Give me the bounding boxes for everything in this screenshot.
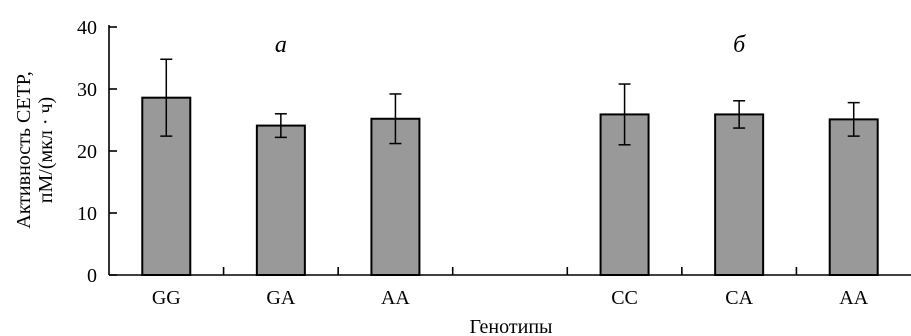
plot-area: 0 10 20 30 40 а GG GA AA б CC CA AA (77, 17, 911, 309)
y-tick-label: 20 (77, 141, 97, 163)
x-tick-label: GG (152, 287, 181, 309)
bar (828, 118, 879, 276)
x-tick-label: AA (839, 287, 868, 309)
y-axis-title-line-1: Активность CETP, (13, 71, 35, 228)
x-tick-label: CA (725, 287, 753, 309)
panel-letter: а (275, 32, 287, 58)
y-tick-label: 30 (77, 79, 97, 101)
panel-letter: б (733, 32, 746, 58)
y-axis-title-line-2: пМ/(мкл · ч) (35, 97, 57, 203)
bar (141, 96, 192, 277)
y-tick-label: 0 (87, 265, 97, 287)
bar (714, 113, 765, 276)
y-axis-title: Активность CETP, пМ/(мкл · ч) (13, 71, 57, 228)
x-tick-label: CC (611, 287, 638, 309)
y-tick-label: 10 (77, 203, 97, 225)
x-axis-title: Генотипы (470, 316, 553, 336)
bar (255, 124, 306, 276)
y-tick-label: 40 (77, 17, 97, 39)
bar (370, 117, 421, 277)
x-tick-label: GA (266, 287, 295, 309)
x-tick-label: AA (381, 287, 410, 309)
bar (599, 113, 650, 276)
